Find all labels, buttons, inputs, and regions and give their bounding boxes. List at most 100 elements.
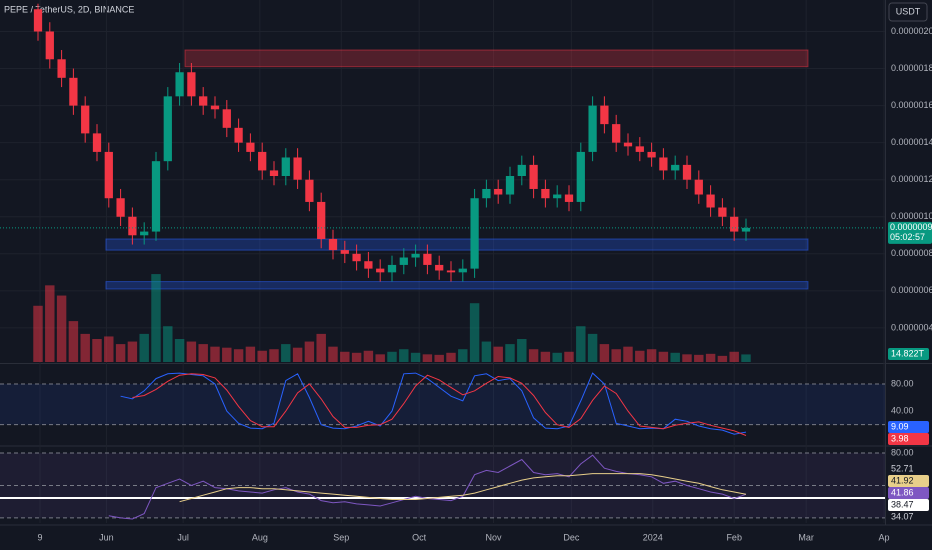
- volume-bar: [469, 303, 480, 362]
- volume-bar: [458, 349, 468, 362]
- x-tick-label: Mar: [798, 532, 814, 542]
- y-tick-label: 80.00: [891, 447, 914, 457]
- volume-bar: [576, 326, 586, 362]
- candle-body: [376, 268, 385, 273]
- candle-body: [541, 188, 550, 199]
- candle-body: [505, 175, 515, 195]
- volume-bar: [717, 355, 728, 362]
- symbol-title: PEPE / TetherUS, 2D, BINANCE: [4, 4, 134, 14]
- candle-body: [588, 105, 597, 152]
- volume-bar: [434, 354, 444, 362]
- candle-body: [494, 188, 503, 195]
- candle-body: [69, 77, 78, 106]
- x-tick-label: Sep: [333, 532, 349, 542]
- candle-body: [258, 151, 267, 171]
- volume-bar: [505, 344, 515, 362]
- candle-body: [57, 59, 66, 78]
- volume-bar: [222, 347, 232, 362]
- x-tick-label: Jun: [99, 532, 114, 542]
- volume-bar: [233, 349, 244, 362]
- volume-bar: [481, 341, 492, 362]
- candle-body: [234, 127, 243, 143]
- volume-label: 14.822T: [891, 348, 925, 358]
- x-tick-label: Feb: [726, 532, 742, 542]
- volume-bar: [245, 346, 256, 362]
- candle-body: [470, 198, 479, 269]
- x-tick-label: 9: [37, 532, 42, 542]
- volume-bar: [316, 333, 326, 362]
- indicator-value-label: 38.47: [891, 499, 914, 509]
- zone: [105, 281, 809, 290]
- zone: [105, 238, 809, 251]
- indicator-line: [179, 473, 747, 503]
- candle-body: [694, 179, 703, 195]
- x-tick-label: Aug: [252, 532, 268, 542]
- currency-label[interactable]: USDT: [896, 6, 921, 16]
- x-tick-label: Nov: [485, 532, 502, 542]
- candle-body: [623, 142, 633, 147]
- volume-bar: [682, 354, 692, 362]
- volume-bar: [56, 295, 67, 362]
- volume-bar: [611, 349, 621, 362]
- volume-bar: [198, 344, 208, 362]
- volume-bar: [387, 351, 397, 362]
- candle-body: [423, 253, 432, 265]
- indicator-value-label-bg: [888, 511, 929, 523]
- indicator-value-label: 3.98: [891, 433, 909, 443]
- volume-bar: [328, 346, 338, 362]
- candle-body: [352, 253, 361, 262]
- indicator-value-label-bg: [888, 499, 929, 511]
- indicator-value-label: 9.09: [891, 421, 909, 431]
- volume-bar: [281, 344, 291, 362]
- volume-bar: [292, 347, 303, 362]
- indicator-line: [120, 372, 747, 435]
- volume-bar: [151, 274, 161, 362]
- volume-bar: [210, 346, 220, 362]
- volume-bar: [351, 352, 362, 362]
- volume-bar: [340, 351, 350, 362]
- candle-body: [399, 257, 408, 265]
- last-price-bg: [888, 221, 932, 244]
- volume-bar: [446, 352, 456, 362]
- candle-body: [269, 170, 279, 176]
- candle-body: [163, 96, 172, 162]
- volume-bar: [139, 333, 149, 362]
- candle-body: [81, 105, 90, 134]
- volume-bar: [623, 346, 633, 362]
- volume-bar: [80, 333, 90, 362]
- currency-button[interactable]: [888, 2, 928, 22]
- indicator-value-label: 41.92: [891, 475, 914, 485]
- candle-body: [116, 198, 125, 217]
- volume-bar: [33, 305, 43, 362]
- candle-body: [293, 157, 302, 180]
- candle-body: [387, 264, 397, 273]
- candle-body: [635, 146, 644, 152]
- volume-bar: [269, 349, 279, 362]
- indicator-value-label-bg: [888, 475, 929, 487]
- volume-bar: [410, 352, 421, 362]
- candle-body: [411, 253, 420, 258]
- indicator-value-label: 52.71: [891, 463, 914, 473]
- candle-body: [682, 164, 692, 180]
- volume-bar: [92, 339, 102, 362]
- volume-bar: [729, 351, 739, 362]
- indicator-value-label-bg: [888, 433, 929, 445]
- volume-bar: [599, 344, 610, 362]
- volume-bar: [635, 350, 645, 362]
- volume-bar: [646, 349, 657, 362]
- indicator-value-label: 41.86: [891, 487, 914, 497]
- candle-body: [529, 164, 538, 189]
- candle-body: [647, 151, 656, 158]
- volume-bar: [540, 351, 551, 362]
- indicator-value-label-bg: [888, 487, 929, 499]
- indicator-line: [132, 373, 747, 436]
- volume-bar: [552, 352, 562, 362]
- candle-body: [364, 261, 373, 269]
- y-tick-label: 40.00: [891, 405, 914, 415]
